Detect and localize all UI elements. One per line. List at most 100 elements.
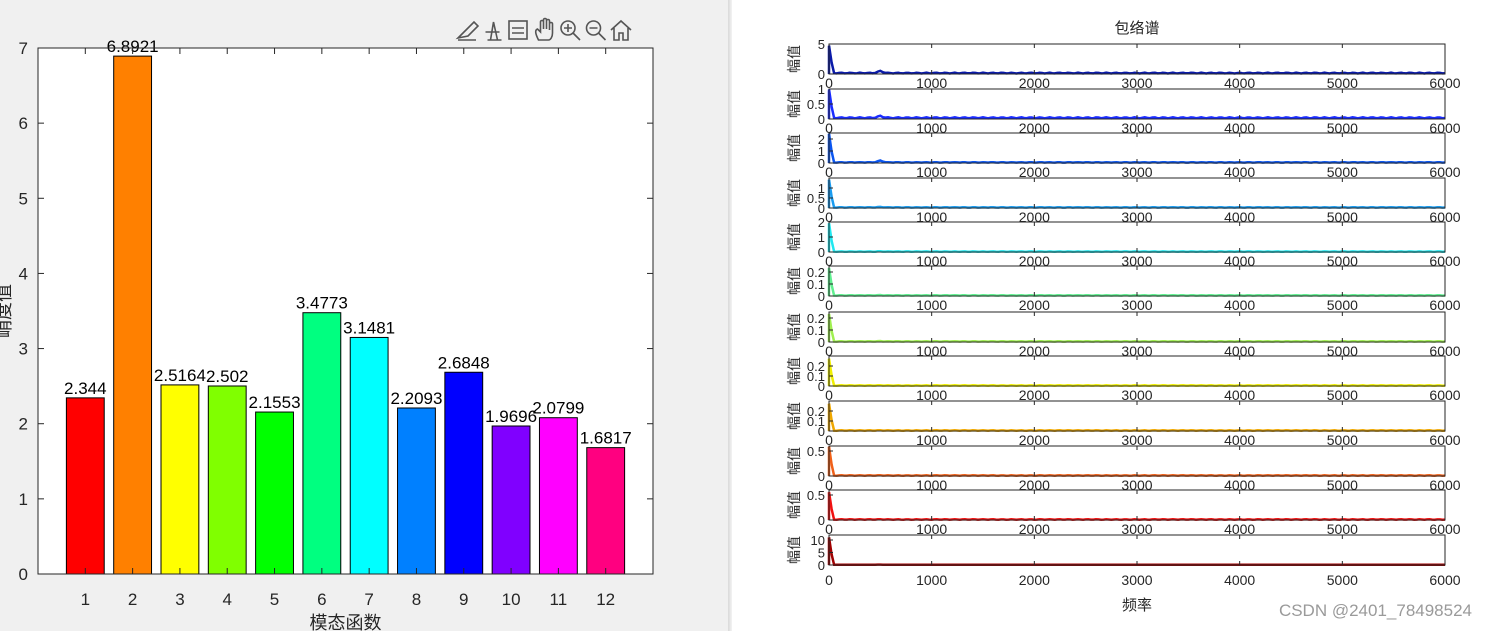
subplot-area [829, 89, 1445, 119]
x-tick-label-hidden: 2000 [1019, 75, 1050, 91]
x-tick-label: 5000 [1327, 572, 1358, 588]
y-tick-label: 7 [19, 39, 28, 58]
y-axis-label: 峭度值 [0, 284, 14, 338]
bar-data-label: 2.6848 [438, 353, 490, 372]
bar-data-label: 2.502 [206, 367, 249, 386]
x-tick-label: 7 [364, 590, 373, 609]
subplot-frame [828, 88, 1446, 120]
y-tick-label: 2 [818, 132, 825, 147]
x-tick-label: 1 [81, 590, 90, 609]
y-tick-label: 0.1 [807, 323, 825, 338]
bar-9[interactable] [444, 371, 484, 575]
y-tick-label: 5 [19, 189, 28, 208]
x-tick-label-hidden: 5000 [1327, 477, 1358, 493]
pan-icon[interactable] [533, 17, 557, 42]
x-tick-label: 4000 [1224, 572, 1255, 588]
x-tick-label-hidden: 6000 [1429, 209, 1460, 225]
legend-icon[interactable] [507, 18, 531, 42]
envelope-x-axis-label: 频率 [1122, 597, 1152, 614]
subplot-10: 0 0.5 0 1000 2000 3000 4000 5000 6000 幅值 [786, 444, 1461, 493]
y-axis-label: 幅值 [786, 402, 802, 430]
x-tick-label: 1000 [916, 572, 947, 588]
bar-data-label: 3.1481 [343, 318, 395, 337]
subplot-frame [828, 445, 1446, 477]
x-tick-label-hidden: 0 [825, 343, 833, 359]
home-icon[interactable] [609, 18, 633, 42]
bar-data-label: 1.9696 [485, 407, 537, 426]
bar-10[interactable] [491, 425, 531, 575]
bar-1[interactable] [65, 397, 105, 575]
x-tick-label-hidden: 1000 [916, 477, 947, 493]
x-tick-label-hidden: 6000 [1429, 521, 1460, 537]
bar-data-label: 3.4773 [296, 294, 348, 313]
bar-8[interactable] [397, 407, 436, 575]
y-axis-label: 幅值 [786, 447, 802, 475]
x-tick-label-hidden: 0 [825, 209, 833, 225]
bar-chart: 012345672.34416.892122.516432.50242.1553… [0, 17, 654, 633]
bar-7[interactable] [349, 336, 389, 575]
y-tick-label: 0.2 [807, 404, 825, 419]
subplot-2: 00.51 0 1000 2000 3000 4000 5000 6000 幅值 [786, 82, 1461, 136]
x-axis-label: 模态函数 [310, 613, 382, 631]
bar-6[interactable] [302, 312, 342, 575]
subplot-frame [828, 534, 1446, 566]
x-tick-label-hidden: 1000 [916, 297, 947, 313]
bar-2[interactable] [113, 55, 153, 575]
x-tick-label-hidden: 4000 [1224, 75, 1255, 91]
y-tick-label: 0.2 [807, 311, 825, 326]
subplot-frame [828, 400, 1446, 432]
x-tick-label-hidden: 2000 [1019, 521, 1050, 537]
y-tick-label: 0 [818, 156, 825, 171]
x-tick-label-hidden: 2000 [1019, 477, 1050, 493]
panel-divider[interactable] [728, 0, 732, 631]
bar-11[interactable] [538, 417, 578, 575]
y-tick-label: 1 [19, 490, 28, 509]
y-axis-label: 幅值 [786, 223, 802, 251]
subplot-frame [828, 132, 1446, 164]
x-tick-label-hidden: 4000 [1224, 209, 1255, 225]
subplot-frame [828, 221, 1446, 253]
subplot-11: 0 0.5 0 1000 2000 3000 4000 5000 6000 幅值 [786, 488, 1461, 537]
subplot-frame [828, 355, 1446, 387]
y-tick-label: 0.1 [807, 277, 825, 292]
x-tick-label-hidden: 0 [825, 432, 833, 448]
y-tick-label: 0 [818, 112, 825, 127]
x-tick-label-hidden: 0 [825, 164, 833, 180]
subplot-frame [828, 311, 1446, 343]
x-tick-label-hidden: 2000 [1019, 209, 1050, 225]
x-tick-label-hidden: 1000 [916, 387, 947, 403]
y-tick-label: 5 [818, 37, 825, 52]
subplot-area [829, 222, 1445, 252]
bar-12[interactable] [586, 447, 626, 575]
y-tick-label: 0 [818, 469, 825, 484]
bar-3[interactable] [160, 384, 200, 575]
subplot-area [829, 401, 1445, 431]
x-tick-label-hidden: 5000 [1327, 432, 1358, 448]
zoom-in-icon[interactable] [558, 18, 582, 42]
subplot-frame [828, 177, 1446, 209]
bar-4[interactable] [207, 385, 247, 575]
x-tick-label-hidden: 3000 [1121, 297, 1152, 313]
x-tick-label-hidden: 6000 [1429, 253, 1460, 269]
x-tick-label-hidden: 4000 [1224, 477, 1255, 493]
x-tick-label-hidden: 3000 [1121, 432, 1152, 448]
bar-5[interactable] [255, 411, 294, 575]
y-tick-label: 0.5 [807, 488, 825, 503]
subplot-3: 012 0 1000 2000 3000 4000 5000 6000 幅值 [786, 132, 1461, 180]
x-tick-label: 4 [222, 590, 231, 609]
x-tick-label-hidden: 1000 [916, 521, 947, 537]
x-tick-label-hidden: 3000 [1121, 521, 1152, 537]
x-tick-label-hidden: 0 [825, 297, 833, 313]
zoom-out-icon[interactable] [584, 18, 608, 42]
x-tick-label-hidden: 6000 [1429, 75, 1460, 91]
brush-icon[interactable] [455, 18, 480, 42]
x-tick-label-hidden: 1000 [916, 253, 947, 269]
subplot-frame [828, 43, 1446, 75]
subplot-7: 00.10.2 0 1000 2000 3000 4000 5000 6000 幅值 [786, 311, 1461, 359]
data-tips-icon[interactable] [482, 18, 506, 42]
subplot-area [829, 266, 1445, 296]
subplot-area [829, 312, 1445, 342]
x-tick-label-hidden: 6000 [1429, 432, 1460, 448]
